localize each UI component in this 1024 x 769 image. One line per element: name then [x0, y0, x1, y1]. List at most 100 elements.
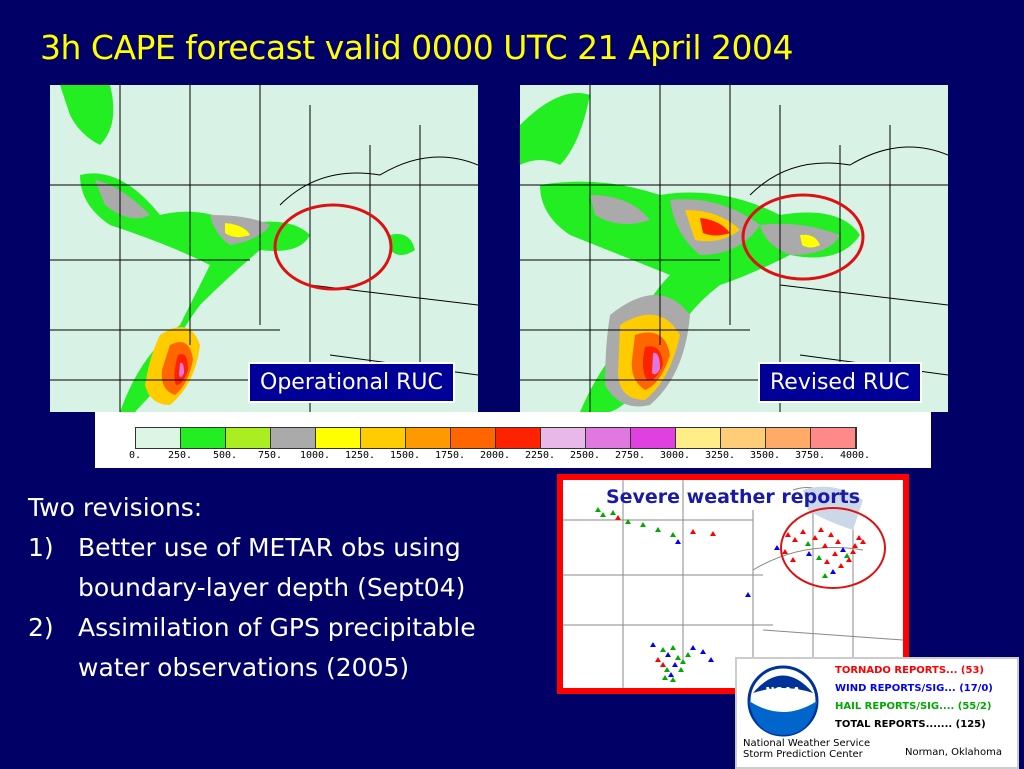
wind-report-marker: [774, 545, 780, 550]
hail-report-marker: [822, 573, 828, 578]
scale-tick-label: 0.: [128, 450, 142, 461]
highlight-circle: [741, 193, 865, 281]
scale-tick-label: 750.: [257, 450, 283, 461]
tornado-report-marker: [838, 563, 844, 568]
hail-report-marker: [625, 519, 631, 524]
reports-map-svg: [563, 480, 903, 688]
wind-report-marker: [745, 592, 751, 597]
operational-cape-field: [50, 85, 478, 412]
noaa-logo-text: NOAA: [765, 685, 801, 698]
hail-report-marker: [655, 527, 661, 532]
panel-label-operational: Operational RUC: [248, 362, 455, 403]
revision-item-1: 1) Better use of METAR obs using: [28, 528, 476, 568]
revised-ruc-map: Revised RUC: [520, 85, 948, 412]
wind-report-marker: [675, 539, 681, 544]
wind-report-marker: [708, 657, 714, 662]
spc-label: Storm Prediction Center: [743, 749, 863, 760]
hail-report-marker: [595, 507, 601, 512]
hail-report-marker: [600, 512, 606, 517]
tornado-report-marker: [812, 535, 818, 540]
spc-legend-box: NOAA TORNADO REPORTS... (53) WIND REPORT…: [735, 657, 1019, 769]
color-swatch: [496, 428, 541, 448]
color-swatch: [586, 428, 631, 448]
tornado-report-marker: [856, 535, 862, 540]
scale-tick-label: 1000.: [299, 450, 331, 461]
revisions-heading: Two revisions:: [28, 493, 203, 522]
wind-report-marker: [840, 547, 846, 552]
wind-report-marker: [690, 645, 696, 650]
revised-cape-field: [520, 85, 948, 412]
hail-report-marker: [664, 667, 670, 672]
hail-report-marker: [675, 655, 681, 660]
tornado-report-marker: [828, 532, 834, 537]
color-scale-bar: [135, 427, 857, 449]
nws-label: National Weather Service: [743, 738, 871, 749]
total-reports-count: TOTAL REPORTS....... (125): [835, 719, 986, 730]
tornado-report-marker: [615, 515, 621, 520]
reports-highlight-circle: [780, 507, 886, 589]
hail-report-marker: [640, 522, 646, 527]
tornado-report-marker: [850, 549, 856, 554]
tornado-report-marker: [800, 529, 806, 534]
revisions-list: Two revisions: 1) Better use of METAR obs…: [28, 488, 476, 688]
revision-item-2-cont: water observations (2005): [78, 653, 410, 682]
scale-tick-label: 3000.: [659, 450, 691, 461]
hail-report-marker: [685, 652, 691, 657]
color-swatch: [361, 428, 406, 448]
tornado-report-marker: [846, 557, 852, 562]
wind-report-marker: [672, 662, 678, 667]
color-swatch: [136, 428, 181, 448]
color-swatch: [181, 428, 226, 448]
revision-number: 1): [28, 533, 54, 562]
tornado-report-marker: [785, 532, 791, 537]
wind-reports-count: WIND REPORTS/SIG... (17/0): [835, 683, 993, 694]
scale-tick-label: 3250.: [704, 450, 736, 461]
wind-report-marker: [806, 551, 812, 556]
scale-tick-label: 2000.: [479, 450, 511, 461]
wind-report-marker: [830, 569, 836, 574]
scale-tick-label: 1250.: [344, 450, 376, 461]
scale-tick-label: 500.: [212, 450, 238, 461]
scale-tick-label: 3500.: [749, 450, 781, 461]
wind-report-marker: [650, 642, 656, 647]
location-label: Norman, Oklahoma: [905, 747, 1002, 758]
hail-report-marker: [610, 510, 616, 515]
color-swatch: [406, 428, 451, 448]
reports-title: Severe weather reports: [605, 486, 861, 508]
tornado-reports-count: TORNADO REPORTS... (53): [835, 665, 984, 676]
tornado-report-marker: [824, 559, 830, 564]
hail-report-marker: [660, 647, 666, 652]
revision-item-2: 2) Assimilation of GPS precipitable: [28, 608, 476, 648]
scale-tick-label: 1750.: [434, 450, 466, 461]
color-swatch: [316, 428, 361, 448]
color-swatch: [631, 428, 676, 448]
hail-report-marker: [680, 659, 686, 664]
hail-report-marker: [805, 541, 811, 546]
revision-text: Assimilation of GPS precipitable: [78, 613, 476, 642]
tornado-report-marker: [832, 551, 838, 556]
wind-report-marker: [700, 649, 706, 654]
tornado-report-marker: [660, 662, 666, 667]
tornado-report-marker: [710, 531, 716, 536]
color-swatch: [676, 428, 721, 448]
noaa-logo-icon: NOAA: [747, 665, 819, 737]
scale-tick-label: 2250.: [524, 450, 556, 461]
color-swatch: [271, 428, 316, 448]
slide-title: 3h CAPE forecast valid 0000 UTC 21 April…: [40, 28, 793, 67]
hail-report-marker: [662, 675, 668, 680]
wind-report-marker: [665, 652, 671, 657]
hail-report-marker: [670, 645, 676, 650]
tornado-report-marker: [655, 657, 661, 662]
tornado-report-marker: [852, 543, 858, 548]
operational-ruc-map: Operational RUC: [50, 85, 478, 412]
tornado-report-marker: [690, 529, 696, 534]
hail-report-marker: [844, 553, 850, 558]
color-swatch: [721, 428, 766, 448]
tornado-report-marker: [790, 557, 796, 562]
hail-report-marker: [678, 667, 684, 672]
tornado-report-marker: [818, 527, 824, 532]
revision-number: 2): [28, 613, 54, 642]
hail-report-marker: [670, 532, 676, 537]
tornado-report-marker: [860, 539, 866, 544]
tornado-report-marker: [782, 549, 788, 554]
